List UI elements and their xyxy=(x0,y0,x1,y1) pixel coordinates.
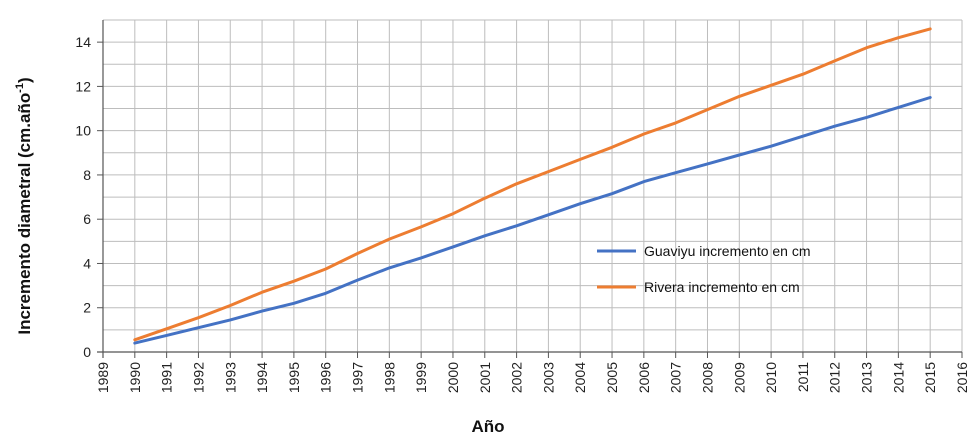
series-lines xyxy=(133,27,932,345)
x-tick-label: 2013 xyxy=(859,362,875,393)
x-tick-label: 1993 xyxy=(222,362,238,393)
y-tick-label: 4 xyxy=(83,255,91,271)
x-tick-label: 1990 xyxy=(127,362,143,393)
y-tick-label: 14 xyxy=(75,34,91,50)
x-tick-label: 2004 xyxy=(572,362,588,393)
y-axis-title-end: ) xyxy=(15,77,34,83)
y-tick-label: 12 xyxy=(75,78,91,94)
series-line-guaviyu xyxy=(133,96,932,345)
x-tick-label: 2008 xyxy=(699,362,715,393)
legend: Guaviyu incremento en cm Rivera incremen… xyxy=(597,243,811,295)
y-tick-label: 10 xyxy=(75,123,91,139)
y-axis-title: Incremento diametral (cm.año-1) xyxy=(14,77,34,334)
x-tick-label: 2009 xyxy=(731,362,747,393)
x-tick-label: 1991 xyxy=(159,362,175,393)
x-tick-label: 2006 xyxy=(636,362,652,393)
x-tick-label: 1995 xyxy=(286,362,302,393)
x-tick-label: 2007 xyxy=(668,362,684,393)
x-axis-title: Año xyxy=(471,417,504,436)
x-tick-label: 1998 xyxy=(381,362,397,393)
x-tick-label: 1997 xyxy=(350,362,366,393)
legend-label-rivera: Rivera incremento en cm xyxy=(644,279,800,295)
x-tick-label: 1992 xyxy=(190,362,206,393)
x-tick-label: 1989 xyxy=(95,362,111,393)
legend-label-guaviyu: Guaviyu incremento en cm xyxy=(644,243,811,259)
x-tick-labels: 1989 1990 1991 1992 1993 1994 1995 1996 1997 1998… xyxy=(95,362,968,393)
x-tick-label: 2000 xyxy=(445,362,461,393)
x-tick-label: 2002 xyxy=(509,362,525,393)
x-tick-label: 2014 xyxy=(890,362,906,393)
x-tick-label: 2010 xyxy=(763,362,779,393)
y-tick-label: 8 xyxy=(83,167,91,183)
x-tick-label: 2001 xyxy=(477,362,493,393)
x-tick-label: 1999 xyxy=(413,362,429,393)
axes xyxy=(97,20,963,358)
x-tick-label: 2012 xyxy=(827,362,843,393)
x-tick-label: 1996 xyxy=(318,362,334,393)
y-tick-label: 2 xyxy=(83,300,91,316)
x-tick-label: 1994 xyxy=(254,362,270,393)
y-axis-title-main: Incremento diametral (cm.año xyxy=(15,93,34,335)
series-line-rivera xyxy=(133,27,932,342)
x-tick-label: 2011 xyxy=(795,362,811,392)
y-axis-title-superscript: -1 xyxy=(14,83,26,93)
x-tick-label: 2003 xyxy=(540,362,556,393)
y-tick-label: 0 xyxy=(83,344,91,360)
y-tick-labels: 0 2 4 6 8 10 12 14 xyxy=(75,34,91,360)
x-tick-label: 2015 xyxy=(922,362,938,393)
x-tick-label: 2005 xyxy=(604,362,620,393)
y-tick-label: 6 xyxy=(83,211,91,227)
x-tick-label: 2016 xyxy=(954,362,968,393)
